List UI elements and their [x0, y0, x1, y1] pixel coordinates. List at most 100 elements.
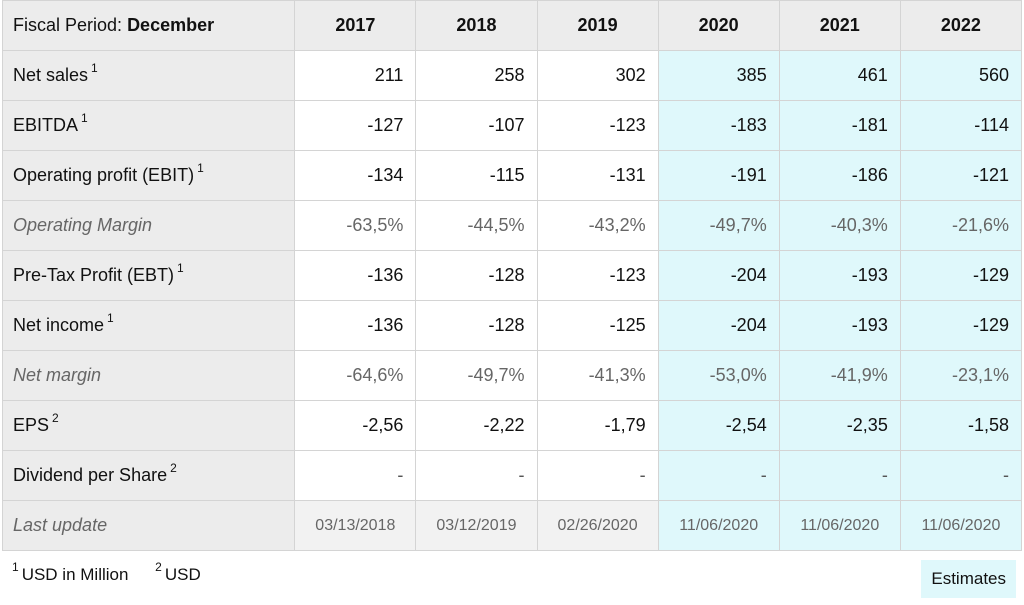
footnote-1: 1 USD in Million [12, 561, 129, 584]
table-row: Operating profit (EBIT) 1 -134 -115 -131 -191… [1, 150, 1023, 201]
financials-table: Fiscal Period: December 2017 2018 2019 2… [1, 0, 1023, 551]
value-cell: 258 [415, 50, 538, 101]
estimate-cell: -114 [899, 100, 1023, 151]
fiscal-period-header: Fiscal Period: December [1, 0, 296, 51]
value-cell: -1,79 [536, 400, 659, 451]
estimate-cell: - [778, 450, 901, 501]
header-row: Fiscal Period: December 2017 2018 2019 2… [1, 0, 1023, 51]
value-cell: -41,3% [536, 350, 659, 401]
value-cell: 02/26/2020 [536, 500, 659, 551]
estimate-cell: 11/06/2020 [778, 500, 901, 551]
value-cell: - [415, 450, 538, 501]
row-label: Last update [1, 500, 296, 551]
footnote-1-mark: 1 [12, 560, 19, 575]
estimate-cell: 560 [899, 50, 1023, 101]
row-label-text: Net income [13, 315, 105, 335]
estimate-cell: -121 [899, 150, 1023, 201]
year-header: 2019 [536, 0, 659, 51]
footnote-marker: 1 [91, 61, 98, 75]
table-row: Last update 03/13/2018 03/12/2019 02/26/202… [1, 500, 1023, 551]
row-label-text: Operating Margin [13, 215, 153, 235]
estimate-cell: -2,35 [778, 400, 901, 451]
footnote-marker: 2 [170, 461, 177, 475]
row-label: Net income 1 [1, 300, 296, 351]
value-cell: 03/12/2019 [415, 500, 538, 551]
value-cell: -64,6% [294, 350, 417, 401]
estimate-cell: -129 [899, 250, 1023, 301]
estimates-legend: Estimates [921, 560, 1016, 598]
estimate-cell: 461 [778, 50, 901, 101]
year-header: 2018 [415, 0, 538, 51]
estimate-cell: -21,6% [899, 200, 1023, 251]
estimate-cell: 385 [657, 50, 780, 101]
value-cell: -115 [415, 150, 538, 201]
estimate-cell: -23,1% [899, 350, 1023, 401]
footnote-marker: 1 [81, 111, 88, 125]
estimate-cell: - [657, 450, 780, 501]
value-cell: -136 [294, 300, 417, 351]
footnote-2: 2 USD [155, 561, 201, 584]
row-label: Operating Margin [1, 200, 296, 251]
table-row: Net sales 1 211 258 302 385 461 560 [1, 50, 1023, 101]
year-header: 2022 [899, 0, 1023, 51]
row-label: Operating profit (EBIT) 1 [1, 150, 296, 201]
footnote-marker: 1 [197, 161, 204, 175]
estimate-cell: -129 [899, 300, 1023, 351]
table-row: Net income 1 -136 -128 -125 -204 -193 -129 [1, 300, 1023, 351]
footnote-1-text: USD in Million [21, 565, 129, 584]
value-cell: -134 [294, 150, 417, 201]
table-row: Net margin -64,6% -49,7% -41,3% -53,0% -41,9%… [1, 350, 1023, 401]
value-cell: 211 [294, 50, 417, 101]
footnote-2-text: USD [164, 565, 201, 584]
footnote-marker: 1 [177, 261, 184, 275]
value-cell: -128 [415, 300, 538, 351]
value-cell: 302 [536, 50, 659, 101]
row-label: Pre-Tax Profit (EBT) 1 [1, 250, 296, 301]
estimate-cell: -204 [657, 250, 780, 301]
value-cell: -123 [536, 100, 659, 151]
value-cell: - [536, 450, 659, 501]
estimate-cell: -1,58 [899, 400, 1023, 451]
row-label-text: Pre-Tax Profit (EBT) [13, 265, 175, 285]
footnotes: 1 USD in Million 2 USD [12, 561, 223, 585]
table-row: EBITDA 1 -127 -107 -123 -183 -181 -114 [1, 100, 1023, 151]
value-cell: -2,56 [294, 400, 417, 451]
estimate-cell: 11/06/2020 [899, 500, 1023, 551]
estimate-cell: -53,0% [657, 350, 780, 401]
value-cell: - [294, 450, 417, 501]
value-cell: -136 [294, 250, 417, 301]
value-cell: -2,22 [415, 400, 538, 451]
row-label-text: Net sales [13, 65, 89, 85]
value-cell: -107 [415, 100, 538, 151]
table-row: Pre-Tax Profit (EBT) 1 -136 -128 -123 -204 -19… [1, 250, 1023, 301]
estimate-cell: -193 [778, 300, 901, 351]
value-cell: -127 [294, 100, 417, 151]
row-label-text: EPS [13, 415, 50, 435]
row-label-text: Dividend per Share [13, 465, 168, 485]
value-cell: 03/13/2018 [294, 500, 417, 551]
estimate-cell: -41,9% [778, 350, 901, 401]
year-header: 2020 [657, 0, 780, 51]
fiscal-period-value: December [127, 15, 215, 35]
footnote-marker: 1 [107, 311, 114, 325]
table-row: Operating Margin -63,5% -44,5% -43,2% -49,7%… [1, 200, 1023, 251]
value-cell: -63,5% [294, 200, 417, 251]
value-cell: -44,5% [415, 200, 538, 251]
fiscal-period-label: Fiscal Period: [13, 15, 123, 35]
row-label-text: Operating profit (EBIT) [13, 165, 195, 185]
estimate-cell: -181 [778, 100, 901, 151]
value-cell: -49,7% [415, 350, 538, 401]
year-header: 2021 [778, 0, 901, 51]
estimate-cell: -49,7% [657, 200, 780, 251]
estimate-cell: 11/06/2020 [657, 500, 780, 551]
estimate-cell: -191 [657, 150, 780, 201]
estimate-cell: -183 [657, 100, 780, 151]
table-row: Dividend per Share 2- - - - - - [1, 450, 1023, 501]
value-cell: -128 [415, 250, 538, 301]
estimate-cell: -193 [778, 250, 901, 301]
estimate-cell: -2,54 [657, 400, 780, 451]
row-label: Net margin [1, 350, 296, 401]
estimate-cell: -186 [778, 150, 901, 201]
row-label-text: Last update [13, 515, 108, 535]
